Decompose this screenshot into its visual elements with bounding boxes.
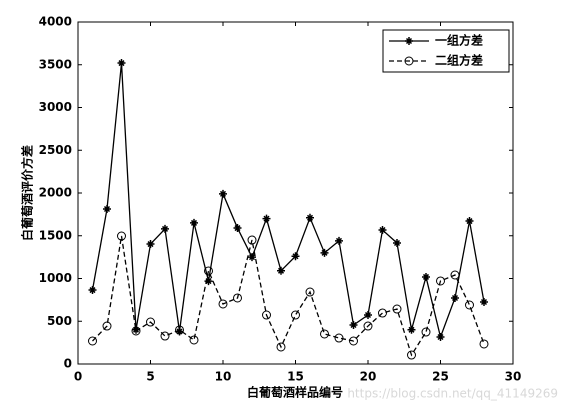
x-tick-label: 20 [360,370,377,384]
marker [334,333,344,343]
marker [132,325,140,334]
marker [407,350,416,360]
marker [117,231,126,241]
marker [335,236,343,245]
legend-marker [404,56,414,66]
marker [421,327,431,337]
marker [262,214,271,223]
marker [262,310,271,320]
y-tick-label: 500 [47,314,72,328]
marker [291,310,300,320]
marker [218,299,228,309]
series-line [91,62,485,340]
marker [204,266,213,276]
marker [465,217,474,226]
marker [276,342,286,352]
marker [392,304,402,314]
marker [465,300,474,310]
marker [450,270,460,280]
marker [305,287,315,297]
legend-marker [405,37,413,45]
x-tick-label: 10 [215,370,232,384]
marker [219,189,227,198]
marker [161,224,169,233]
marker [291,252,300,261]
x-tick-label: 15 [287,370,304,384]
series-line [92,235,485,357]
plot-frame [77,21,514,365]
marker [480,298,488,307]
marker [378,226,387,235]
y-axis-label: 白葡萄酒评价方差 [20,145,35,241]
marker [422,272,430,281]
marker [247,235,257,245]
marker [393,239,401,248]
marker [436,332,445,341]
marker [233,224,242,233]
marker [233,293,242,303]
x-axis-label: 白葡萄酒样品编号 [247,385,343,400]
marker [88,336,97,346]
marker [175,327,184,336]
legend-label: 一组方差 [435,33,483,48]
marker [189,335,199,345]
y-tick-label: 3000 [39,100,72,114]
watermark: https://blog.csdn.net/qq_41149269 [347,387,558,401]
y-tick-label: 1000 [39,271,72,285]
marker [146,317,155,327]
marker [204,277,213,286]
y-tick-label: 0 [64,357,72,371]
marker [146,240,155,249]
marker [131,326,141,336]
legend-box [382,29,510,73]
marker [451,293,459,302]
x-tick-label: 5 [146,370,154,384]
marker [320,329,329,339]
marker [117,59,126,68]
marker [248,253,256,262]
legend-label: 二组方差 [435,53,483,68]
marker [363,321,373,331]
y-tick-label: 1500 [39,228,72,242]
marker [306,213,314,222]
marker [436,276,445,286]
x-tick-label: 0 [74,370,82,384]
marker [160,331,170,341]
y-tick-label: 2500 [39,143,72,157]
marker [479,339,489,349]
marker [102,321,112,331]
marker [190,218,198,227]
y-tick-label: 3500 [39,57,72,71]
y-tick-label: 4000 [39,15,72,29]
marker [103,204,111,213]
x-tick-label: 25 [432,370,449,384]
marker [175,325,184,335]
y-tick-label: 2000 [39,186,72,200]
marker [349,321,358,330]
marker [349,336,358,346]
marker [364,311,372,320]
marker [88,286,97,295]
marker [277,266,285,275]
marker [407,325,416,334]
marker [378,308,387,318]
marker [320,248,329,257]
x-tick-label: 30 [505,370,522,384]
